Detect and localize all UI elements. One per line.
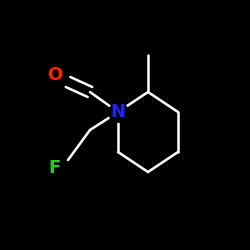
Text: F: F [49, 159, 61, 177]
Text: N: N [110, 103, 126, 121]
Text: O: O [48, 66, 62, 84]
